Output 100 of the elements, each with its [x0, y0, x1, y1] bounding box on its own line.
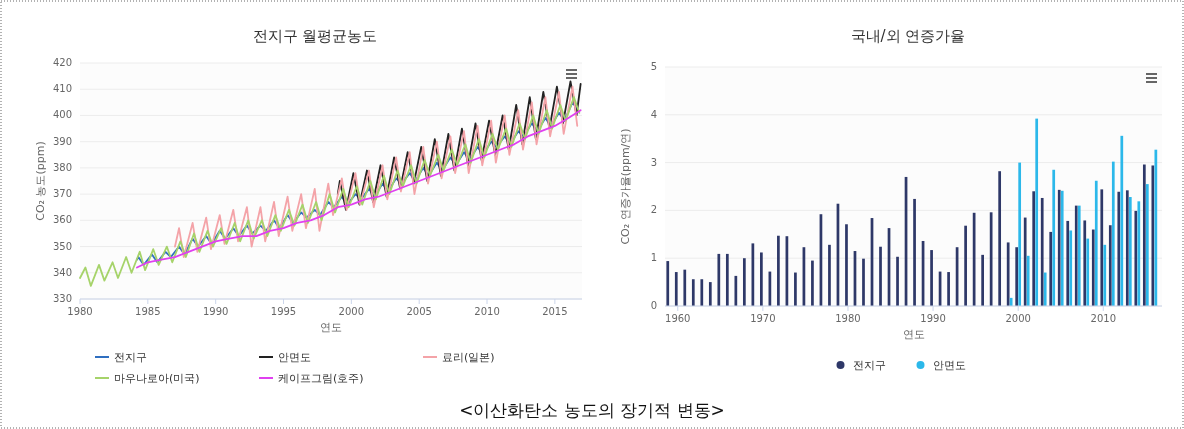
bar — [1035, 118, 1039, 306]
bar — [811, 260, 814, 306]
bar — [1154, 149, 1158, 306]
y-axis-title: CO₂ 농도(ppm) — [34, 141, 47, 221]
bar — [998, 171, 1002, 306]
bar — [674, 272, 678, 306]
x-tick-label: 2010 — [474, 306, 500, 317]
text: <이산화탄소 농도의 장기적 변동> — [459, 400, 725, 420]
bar — [777, 235, 780, 306]
y-tick-label: 4 — [650, 108, 657, 120]
x-tick-label: 1995 — [270, 306, 297, 317]
bar — [930, 250, 933, 306]
bar — [913, 198, 916, 306]
bar — [1006, 242, 1010, 306]
bar — [1052, 169, 1056, 306]
bar — [742, 258, 746, 306]
y-tick-label: 1 — [650, 252, 657, 264]
legend-label: 전지구 — [852, 359, 886, 372]
bar — [691, 279, 695, 306]
x-tick-label: 2000 — [1005, 313, 1031, 324]
x-tick-label: 1990 — [920, 313, 946, 324]
y-tick-label: 350 — [52, 240, 72, 252]
bar — [1049, 231, 1053, 306]
bar — [734, 275, 738, 306]
legend-label: 케이프그림(호주) — [278, 372, 364, 385]
bar — [828, 244, 831, 306]
y-axis-title: CO₂ 연증가율(ppm/연) — [619, 128, 632, 245]
bar — [896, 256, 899, 306]
x-axis-title: 연도 — [902, 328, 925, 341]
bar — [1134, 210, 1138, 306]
x-tick-label: 1960 — [665, 313, 691, 324]
x-tick-label: 1990 — [202, 306, 229, 317]
bar — [794, 272, 797, 306]
bar — [981, 254, 984, 306]
bar — [1145, 184, 1149, 306]
y-tick-label: 380 — [52, 161, 72, 173]
y-tick-label: 340 — [52, 266, 72, 278]
bar — [1103, 244, 1107, 306]
bar — [1111, 161, 1115, 306]
bar — [1026, 255, 1030, 306]
y-tick-label: 370 — [52, 188, 72, 200]
bar — [1142, 164, 1146, 306]
bar — [1032, 191, 1036, 306]
bar — [1100, 189, 1104, 306]
y-tick-label: 410 — [52, 83, 72, 95]
bar — [989, 212, 993, 306]
x-tick-label: 1980 — [67, 306, 93, 317]
bar — [725, 253, 729, 306]
y-tick-label: 0 — [650, 300, 657, 311]
bar — [708, 282, 712, 306]
x-tick-label: 1970 — [750, 313, 776, 324]
y-tick-label: 420 — [52, 57, 72, 68]
y-tick-label: 390 — [52, 135, 72, 147]
legend-label: 료리(일본) — [442, 351, 495, 364]
bar — [947, 272, 950, 306]
bar — [1117, 191, 1121, 306]
x-tick-label: 2010 — [1090, 313, 1117, 324]
bar — [1083, 220, 1087, 306]
bar — [1066, 220, 1070, 306]
bar — [1086, 238, 1090, 306]
legend-label: 마우나로아(미국) — [114, 372, 200, 385]
bar — [1091, 229, 1095, 306]
bar — [1018, 162, 1022, 306]
x-tick-label: 2000 — [338, 306, 365, 317]
y-tick-label: 5 — [650, 61, 657, 72]
bar — [666, 261, 670, 306]
bar — [1125, 190, 1129, 306]
x-tick-label: 2015 — [542, 306, 568, 317]
bar — [1069, 230, 1073, 306]
bar — [683, 269, 687, 306]
x-tick-label: 1985 — [135, 306, 161, 317]
bar — [1015, 247, 1019, 306]
bar — [1094, 180, 1098, 306]
bar — [1108, 225, 1112, 306]
bar — [879, 246, 882, 306]
bar — [1043, 272, 1047, 306]
y-tick-label: 3 — [650, 156, 657, 168]
y-tick-label: 400 — [52, 109, 72, 121]
x-tick-label: 2005 — [406, 306, 432, 317]
bar — [1128, 197, 1132, 306]
legend-label: 전지구 — [114, 351, 147, 364]
bar — [1040, 197, 1044, 306]
bar — [964, 225, 967, 306]
bar — [862, 258, 865, 306]
chart-title: 국내/외 연증가율 — [850, 27, 966, 45]
x-axis-title: 연도 — [320, 321, 342, 334]
x-tick-label: 1980 — [835, 313, 861, 324]
y-tick-label: 2 — [650, 204, 657, 216]
bar — [700, 279, 704, 306]
legend-label: 안면도 — [932, 359, 966, 372]
bar — [1120, 135, 1124, 306]
y-tick-label: 330 — [52, 293, 72, 304]
bar — [1009, 297, 1013, 306]
chart-title: 전지구 월평균농도 — [252, 27, 378, 45]
legend-label: 안면도 — [278, 351, 311, 364]
bar — [845, 224, 848, 306]
bar — [1023, 217, 1027, 306]
bar — [760, 252, 763, 306]
bar — [1137, 201, 1141, 306]
bar — [1151, 165, 1155, 306]
